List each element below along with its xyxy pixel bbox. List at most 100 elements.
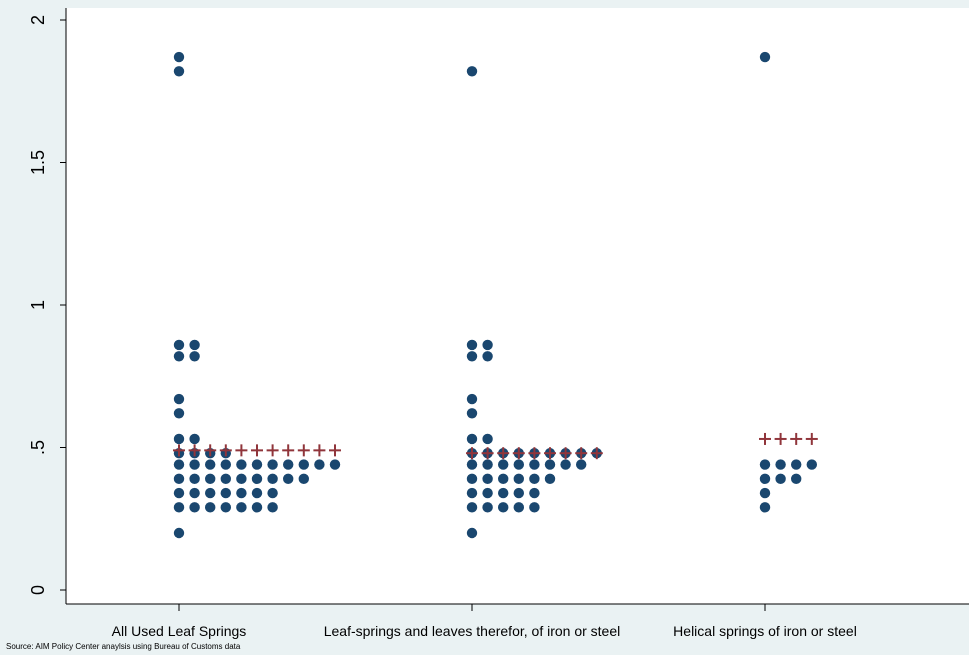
data-points (173, 51, 817, 539)
data-point (775, 473, 786, 485)
data-point (173, 502, 185, 513)
data-point (205, 502, 216, 513)
data-point (251, 459, 263, 470)
data-point (298, 473, 309, 485)
data-point (576, 459, 587, 470)
data-point (173, 339, 185, 351)
data-point (498, 487, 509, 499)
mean-marker (481, 447, 494, 460)
data-point (189, 473, 200, 485)
data-point (189, 459, 200, 470)
data-point (482, 473, 493, 485)
data-point (466, 66, 478, 77)
mean-marker (774, 432, 787, 445)
data-point (220, 487, 231, 499)
data-point (482, 459, 493, 470)
y-tick-label: 1 (28, 300, 48, 310)
data-point (529, 502, 540, 513)
data-point (251, 473, 263, 485)
data-point (329, 459, 341, 470)
data-point (236, 502, 247, 513)
data-point (791, 459, 802, 470)
mean-marker (188, 444, 201, 457)
data-point (466, 459, 478, 470)
data-point (189, 487, 200, 499)
data-point (236, 487, 247, 499)
data-point (759, 473, 771, 485)
data-point (775, 459, 786, 470)
data-point (189, 502, 200, 513)
y-tick-label: 2 (28, 15, 48, 25)
data-point (220, 459, 231, 470)
data-point (189, 433, 200, 445)
data-point (544, 473, 556, 485)
mean-marker (575, 447, 588, 460)
data-point (466, 487, 478, 499)
data-point (173, 473, 185, 485)
plot-area (66, 8, 969, 604)
mean-marker (282, 444, 295, 457)
data-point (251, 487, 263, 499)
mean-marker (759, 432, 771, 445)
y-tick-label: .5 (28, 440, 48, 455)
data-point (283, 473, 294, 485)
data-point (267, 459, 278, 470)
data-point (560, 459, 571, 470)
source-note: Source: AIM Policy Center anaylsis using… (6, 642, 241, 651)
mean-marker (559, 447, 572, 460)
mean-marker (790, 432, 803, 445)
data-point (173, 433, 185, 445)
data-point (466, 502, 478, 513)
data-point (513, 459, 524, 470)
x-tick-label: Helical springs of iron or steel (673, 623, 857, 639)
data-point (759, 51, 771, 63)
data-point (205, 473, 216, 485)
mean-marker (590, 447, 603, 460)
data-point (482, 487, 493, 499)
mean-marker (497, 447, 510, 460)
data-point (220, 473, 231, 485)
data-point (205, 459, 216, 470)
data-point (466, 351, 478, 362)
data-point (466, 393, 478, 405)
data-point (251, 502, 263, 513)
data-point (544, 459, 556, 470)
data-point (236, 473, 247, 485)
data-point (189, 339, 200, 351)
data-point (498, 459, 509, 470)
data-point (267, 502, 278, 513)
data-point (513, 473, 524, 485)
data-point (498, 473, 509, 485)
data-point (791, 473, 802, 485)
mean-marker (544, 447, 556, 460)
mean-marker (528, 447, 541, 460)
data-point (529, 473, 540, 485)
data-point (513, 487, 524, 499)
data-point (806, 459, 817, 470)
data-point (759, 459, 771, 470)
data-point (283, 459, 294, 470)
mean-markers (173, 432, 818, 460)
mean-marker (512, 447, 525, 460)
data-point (466, 433, 478, 445)
data-point (298, 459, 309, 470)
data-point (498, 502, 509, 513)
mean-marker (251, 444, 263, 457)
data-point (205, 487, 216, 499)
data-point (482, 502, 493, 513)
mean-marker (313, 444, 326, 457)
mean-marker (219, 444, 232, 457)
data-point (314, 459, 325, 470)
data-point (173, 527, 185, 539)
y-tick-label: 0 (28, 585, 48, 595)
mean-marker (297, 444, 310, 457)
data-point (529, 459, 540, 470)
data-point (513, 502, 524, 513)
mean-marker (466, 447, 478, 460)
mean-marker (329, 444, 341, 457)
data-point (267, 487, 278, 499)
data-point (759, 502, 771, 513)
data-point (466, 339, 478, 351)
data-point (267, 473, 278, 485)
